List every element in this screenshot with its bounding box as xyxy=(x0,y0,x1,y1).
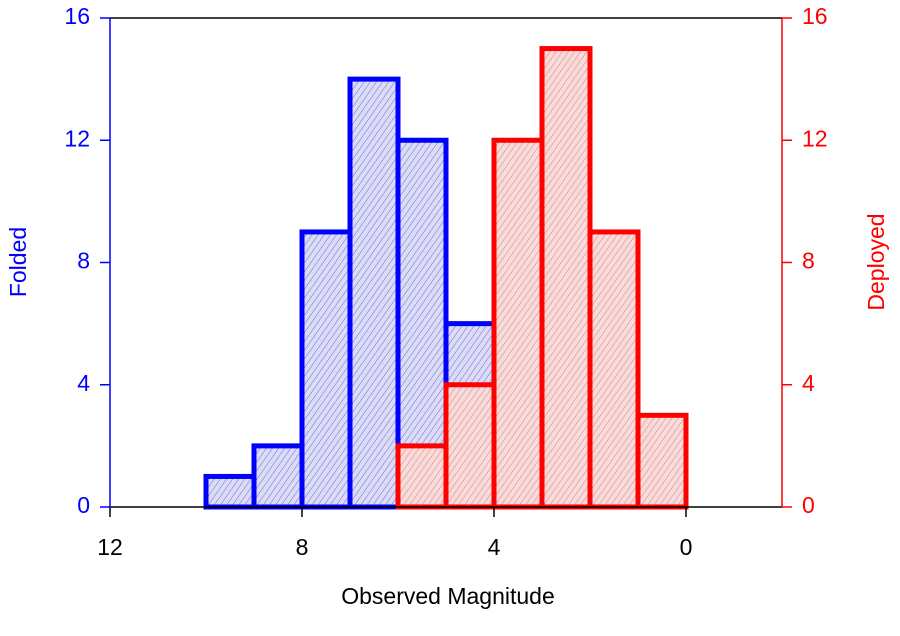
histogram-bar xyxy=(491,137,545,510)
histogram-bar xyxy=(587,229,641,510)
x-tick-label: 8 xyxy=(296,534,309,560)
histogram-bar xyxy=(347,76,401,510)
y2-tick-label: 8 xyxy=(802,248,815,274)
x-tick-label: 4 xyxy=(488,534,501,560)
x-tick-label: 12 xyxy=(97,534,123,560)
histogram-bar xyxy=(251,443,305,510)
histogram-bar xyxy=(635,412,689,510)
histogram-bar xyxy=(443,382,497,510)
histogram-bar xyxy=(203,473,257,510)
y2-tick-label: 0 xyxy=(802,492,815,518)
x-tick-label: 0 xyxy=(680,534,693,560)
y2-tick-label: 16 xyxy=(802,3,828,29)
y-axis-label: Folded xyxy=(5,227,31,297)
x-axis-label: Observed Magnitude xyxy=(341,583,555,609)
y2-axis-label: Deployed xyxy=(863,213,889,310)
y2-tick-label: 12 xyxy=(802,125,828,151)
y-tick-label: 16 xyxy=(64,3,90,29)
y2-tick-label: 4 xyxy=(802,370,815,396)
histogram-bar xyxy=(539,46,593,510)
y-tick-label: 0 xyxy=(77,492,90,518)
y-tick-label: 4 xyxy=(77,370,90,396)
y-tick-label: 8 xyxy=(77,248,90,274)
histogram-bar xyxy=(299,229,353,510)
histogram-bar xyxy=(395,443,449,510)
y-tick-label: 12 xyxy=(64,125,90,151)
